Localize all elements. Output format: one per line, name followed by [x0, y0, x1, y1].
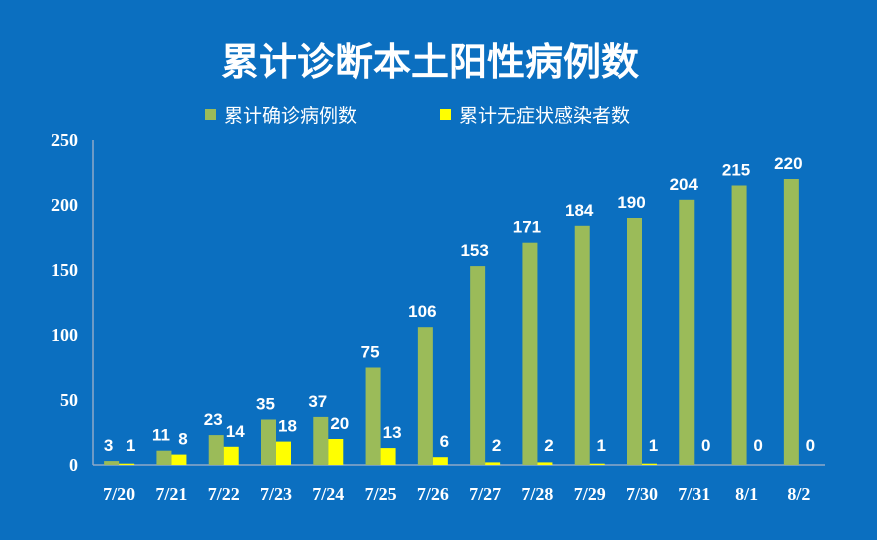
data-label: 20 [330, 414, 349, 433]
legend-label: 累计无症状感染者数 [459, 105, 630, 127]
bar-asymptomatic [223, 446, 239, 465]
bars: 3 111 823143518372075131066153217121841190… [104, 154, 815, 466]
data-label: 0 [806, 436, 815, 455]
bar-confirmed [679, 199, 695, 466]
x-tick-label: 7/26 [417, 484, 449, 504]
data-label: 190 [617, 193, 645, 212]
bar-asymptomatic [642, 463, 657, 465]
bar-confirmed [313, 416, 329, 465]
data-label: 1 [649, 436, 658, 455]
bar-confirmed [731, 185, 747, 465]
y-tick-label: 100 [51, 325, 78, 345]
bar-confirmed [417, 327, 433, 465]
data-label: 3 [104, 436, 113, 455]
data-label: 6 [440, 432, 449, 451]
x-tick-label: 7/31 [678, 484, 710, 504]
x-tick-label: 7/22 [208, 484, 240, 504]
data-label: 171 [513, 218, 541, 237]
bar-confirmed [156, 450, 172, 465]
data-label: 1 [596, 436, 605, 455]
bar-confirmed [627, 218, 642, 465]
chart-title: 累计诊断本土阳性病例数 [221, 40, 639, 84]
data-label: 8 [178, 430, 187, 449]
x-tick-label: 7/27 [469, 484, 501, 504]
legend-swatch [440, 109, 451, 120]
bar-asymptomatic [537, 462, 553, 465]
data-label: 13 [383, 423, 402, 442]
data-label: 11 [152, 426, 170, 445]
x-tick-label: 7/24 [312, 484, 344, 504]
data-label: 2 [492, 436, 501, 455]
x-tick-label: 7/21 [155, 484, 187, 504]
data-label: 37 [308, 392, 327, 411]
bar-asymptomatic [276, 441, 291, 465]
legend-label: 累计确诊病例数 [224, 105, 357, 127]
bar-asymptomatic [171, 454, 187, 465]
data-label: 0 [753, 436, 762, 455]
x-tick-label: 7/30 [626, 484, 658, 504]
y-tick-label: 50 [60, 390, 78, 410]
bar-asymptomatic [119, 463, 135, 465]
x-tick-label: 7/28 [521, 484, 553, 504]
bar-confirmed [522, 242, 538, 465]
x-tick-label: 7/20 [103, 484, 135, 504]
bar-confirmed [470, 266, 486, 465]
data-label: 215 [722, 161, 750, 180]
y-tick-label: 250 [51, 130, 78, 150]
x-tick-label: 7/29 [574, 484, 606, 504]
data-label: 106 [408, 302, 436, 321]
y-tick-label: 0 [69, 455, 78, 475]
data-label: 14 [226, 422, 245, 441]
data-label: 18 [278, 417, 297, 436]
data-label: 75 [361, 343, 380, 362]
bar-confirmed [783, 179, 799, 465]
x-tick-label: 8/2 [787, 484, 810, 504]
data-label: 184 [565, 201, 594, 220]
data-label: 2 [544, 436, 553, 455]
data-label: 204 [670, 175, 699, 194]
legend: 累计确诊病例数 累计无症状感染者数 [205, 105, 630, 127]
x-tick-label: 8/1 [735, 484, 758, 504]
bar-asymptomatic [485, 462, 501, 465]
data-label: 220 [774, 154, 802, 173]
y-tick-label: 200 [51, 195, 78, 215]
x-tick-label: 7/23 [260, 484, 292, 504]
bar-confirmed [208, 435, 224, 465]
bar-asymptomatic [589, 463, 605, 465]
x-tick-label: 7/25 [365, 484, 397, 504]
bar-confirmed [365, 367, 381, 465]
y-tick-label: 150 [51, 260, 78, 280]
bar-asymptomatic [432, 457, 448, 465]
data-label: 1 [126, 436, 135, 455]
legend-swatch [205, 109, 216, 120]
bar-confirmed [104, 461, 120, 465]
data-label: 0 [701, 436, 710, 455]
data-label: 35 [256, 395, 275, 414]
bar-confirmed [574, 225, 590, 465]
data-label: 23 [204, 410, 223, 429]
data-label: 153 [460, 241, 488, 260]
bar-asymptomatic [380, 448, 396, 465]
bar-asymptomatic [328, 439, 344, 465]
bar-confirmed [261, 419, 276, 465]
